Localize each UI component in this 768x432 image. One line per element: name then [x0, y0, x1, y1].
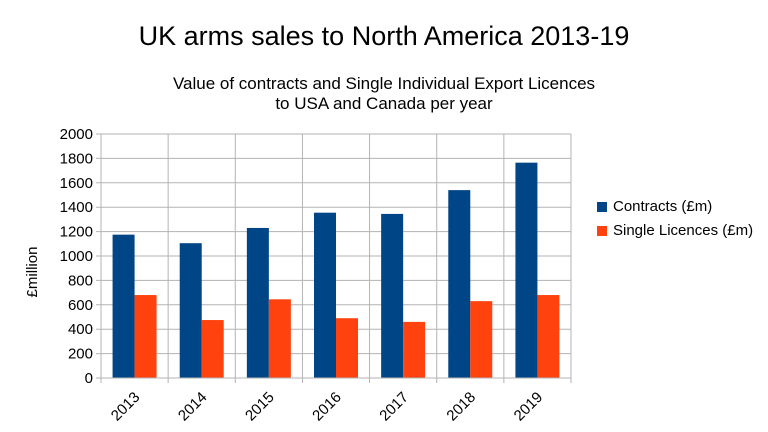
x-tick-labels: 2013 2014 2015 2016 2017 2018 2019: [108, 389, 546, 425]
y-tick-label: 200: [68, 346, 93, 363]
bar-single-licences-2019: [537, 295, 560, 378]
bar-single-licences-2017: [403, 321, 426, 378]
bar-contracts-2015: [246, 227, 269, 378]
bar-single-licences-2013: [134, 295, 157, 378]
y-tick-label: 1200: [60, 224, 93, 241]
x-tick-label: 2013: [108, 389, 144, 425]
y-tick-label: 2000: [60, 126, 93, 143]
bar-single-licences-2018: [470, 301, 493, 378]
legend-swatch-contracts: [597, 201, 607, 212]
bar-contracts-2018: [448, 190, 471, 378]
subtitle-line-1: Value of contracts and Single Individual…: [172, 74, 596, 93]
bar-single-licences-2015: [268, 299, 291, 378]
legend-swatch-single-licences: [597, 225, 607, 236]
x-tick-label: 2016: [309, 389, 345, 425]
bar-contracts-2013: [112, 234, 135, 378]
bar-contracts-2017: [381, 213, 404, 378]
legend-item-single-licences: Single Licences (£m): [597, 220, 753, 241]
bar-single-licences-2014: [201, 320, 224, 378]
y-tick-label: 1600: [60, 175, 93, 192]
y-tick-label: 1400: [60, 199, 93, 216]
bar-single-licences-2016: [336, 318, 358, 378]
y-tick-label: 0: [85, 370, 93, 387]
y-axis-label: £million: [24, 247, 41, 298]
x-tick-label: 2017: [376, 389, 412, 425]
x-tick-label: 2019: [511, 389, 547, 425]
y-tick-label: 1800: [60, 150, 93, 167]
bar-contracts-2019: [515, 162, 538, 378]
legend-item-contracts: Contracts (£m): [597, 196, 753, 217]
legend-label-single-licences: Single Licences (£m): [613, 222, 754, 239]
bar-contracts-2016: [314, 212, 336, 378]
legend-label-contracts: Contracts (£m): [613, 198, 713, 215]
bars: [112, 162, 560, 378]
chart-title: UK arms sales to North America 2013-19: [138, 21, 630, 51]
y-tick-label: 800: [68, 272, 93, 289]
y-tick-label: 400: [68, 321, 93, 338]
y-tick-label: 600: [68, 297, 93, 314]
subtitle-line-2: to USA and Canada per year: [275, 94, 493, 113]
x-tick-label: 2014: [175, 389, 211, 425]
y-tick-labels: 0 200 400 600 800 1000 1200 1400 1600 1800 2000: [60, 126, 93, 387]
chart-subtitle: Value of contracts and Single Individual…: [0, 74, 768, 114]
bar-contracts-2014: [179, 243, 202, 378]
legend: Contracts (£m) Single Licences (£m): [597, 196, 753, 244]
x-tick-label: 2018: [443, 389, 479, 425]
x-tick-label: 2015: [242, 389, 278, 425]
y-tick-label: 1000: [60, 248, 93, 265]
